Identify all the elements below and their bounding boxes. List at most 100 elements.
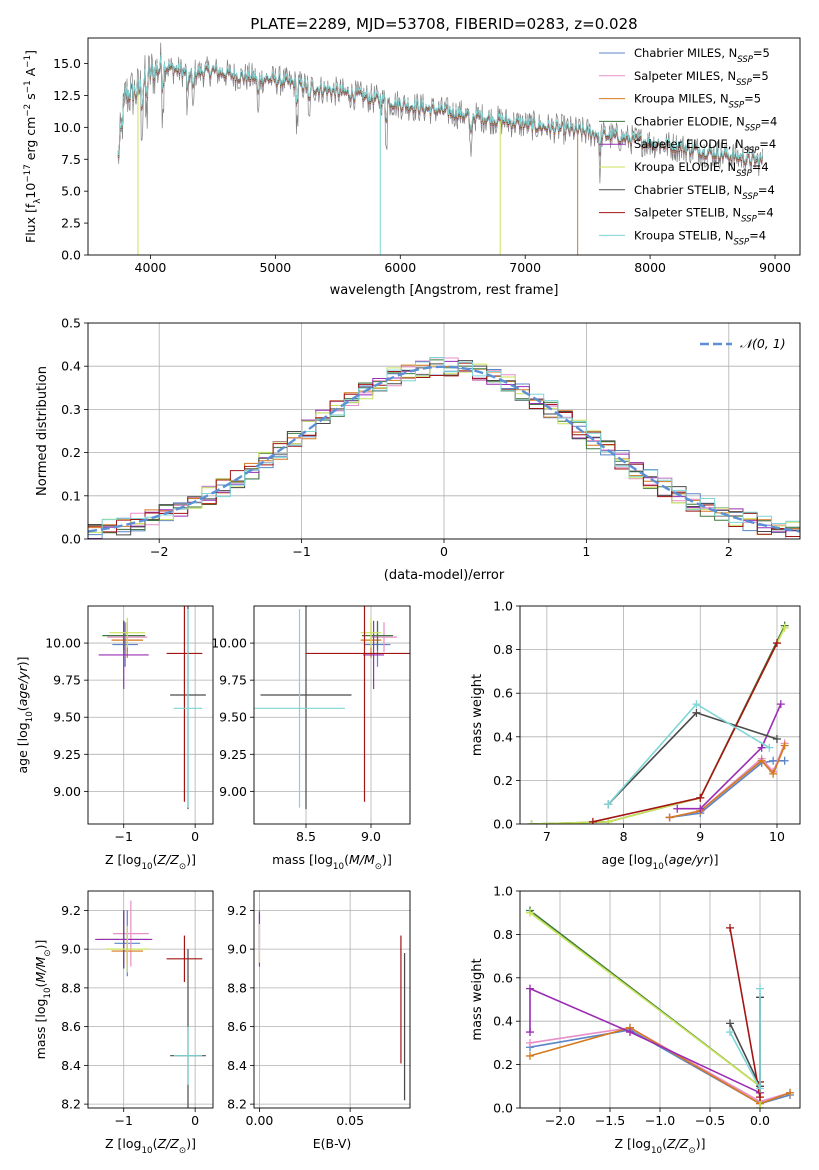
legend-text: Chabrier STELIB, N [634,183,742,197]
panel-weight_vs_age: 7 8 9 10 0.0 0.2 0.4 0.6 0.8 1.0 mass weight age [l… [470,599,801,872]
weight-line [529,1026,791,1105]
y-tick-label: 1.0 [493,884,513,899]
label-part: −1 [23,55,33,68]
panel-spectrum: 4000 5000 6000 7000 8000 9000 0.0 2.5 5.0 7.5 10.0… [23,37,801,298]
y-axis-label: mass weight [470,958,485,1040]
label-part: ( [15,706,30,711]
legend-sub: SSP [734,237,750,247]
x-tick-label: 0 [440,544,448,559]
plus-marker [772,734,781,743]
label-part: ⊙ [179,862,186,872]
legend-entry: Chabrier ELODIE, NSSP=4 [634,114,777,133]
label-part: Flux [f [23,203,38,243]
label-part: Z/Z [666,1136,689,1151]
label-part: age [log [601,852,652,867]
y-tick-label: 1.0 [493,599,513,614]
y-tick-label: 0.4 [61,359,81,374]
plus-marker [526,1038,534,1047]
legend-sub: SSP [745,123,761,133]
y-tick-label: 15.0 [53,56,81,71]
legend-text: Kroupa STELIB, N [634,228,734,242]
legend-entry: Kroupa STELIB, NSSP=4 [634,228,766,247]
label-part: ( [153,1136,158,1151]
x-tick-label: −1 [114,1113,132,1128]
label-part: age/yr [15,665,30,706]
x-tick-label: 8 [620,829,628,844]
plus-marker [765,743,774,752]
legend-text: =5 [752,69,769,83]
plot-area [254,891,410,1108]
label-part: ⊙ [179,1146,186,1156]
y-tick-label: 9.75 [219,673,247,688]
plus-marker [757,743,766,752]
x-tick-label: 9 [696,829,704,844]
y-axis-label: mass [log10(M/M⊙)] [33,940,53,1060]
y-tick-label: 9.0 [227,942,247,957]
y-tick-label: 0.0 [493,1101,513,1116]
plus-marker [772,639,781,648]
y-tick-label: 0.4 [493,729,513,744]
x-tick-label: 1 [582,544,590,559]
y-tick-label: 8.8 [227,980,247,995]
y-tick-label: 10.00 [45,636,81,651]
label-part: 10 [141,862,152,872]
legend-entry: Chabrier MILES, NSSP=5 [634,46,770,65]
x-tick-label: 4000 [135,260,167,275]
x-axis-label: Z [log10(Z/Z⊙)] [105,852,196,872]
plus-marker [769,769,778,778]
label-part: )] [709,852,719,867]
y-tick-label: 0.1 [61,488,81,503]
legend-sub: SSP [744,146,760,156]
legend-entry: 𝒩(0, 1) [740,336,786,351]
label-part: Z [log [105,1136,141,1151]
label-part: mass [log [33,999,48,1060]
legend-entry: Kroupa MILES, NSSP=5 [634,92,761,111]
y-tick-label: 8.2 [227,1097,247,1112]
x-tick-label: 7 [543,829,551,844]
panel-weight_vs_Z: −2.0 −1.5 −1.0 −0.5 0.0 0.0 0.2 0.4 0.6 0.8 1.0 mas… [470,884,801,1156]
label-part: )] [15,656,30,666]
label-part: ⊙ [43,949,53,956]
y-tick-label: 9.00 [53,784,81,799]
weight-line [529,1026,791,1103]
label-part: ( [33,983,48,988]
x-tick-label: 5000 [259,260,291,275]
weight-line [529,909,761,1108]
x-axis-label: E(B-V) [313,1136,352,1151]
y-tick-label: 10.00 [211,636,247,651]
plot-area [88,891,213,1108]
y-tick-label: 8.4 [227,1058,247,1073]
weight-line [607,703,770,805]
label-part: erg cm [23,117,38,165]
plus-marker [696,793,705,802]
y-tick-label: 8.6 [227,1019,247,1034]
label-part: 10 [25,711,35,722]
y-tick-label: 0.5 [61,316,81,331]
y-tick-label: 0.0 [493,817,513,832]
axes-frame [87,37,801,256]
plus-marker [604,800,613,809]
y-tick-label: 0.2 [493,1057,513,1072]
y-tick-label: 0.4 [493,1014,513,1029]
x-tick-label: −1 [292,544,310,559]
y-axis-label: age [log10(age/yr)] [15,656,35,773]
legend-text: Kroupa ELODIE, N [634,160,736,174]
x-axis-label: (data-model)/error [384,568,505,583]
x-axis-label: age [log10(age/yr)] [601,852,718,872]
weight-line [531,627,786,824]
label-part: ( [344,852,349,867]
residual-histogram [88,362,800,537]
plus-marker [726,1028,734,1037]
y-tick-label: 8.4 [61,1058,81,1073]
label-part: 10 [651,1146,662,1156]
panel-residuals: −2 −1 0 1 2 0.0 0.1 0.2 0.3 0.4 0.5 Normed distribu… [35,316,801,583]
legend-text: Salpeter STELIB, N [634,206,741,220]
x-tick-label: 8.5 [296,829,316,844]
axes-frame [253,890,411,1109]
legend-text: =4 [758,183,775,197]
y-axis-label: Normed distribution [35,366,50,496]
x-tick-label: 0.00 [246,1113,274,1128]
plus-marker [526,908,534,917]
plus-marker [526,1051,534,1060]
